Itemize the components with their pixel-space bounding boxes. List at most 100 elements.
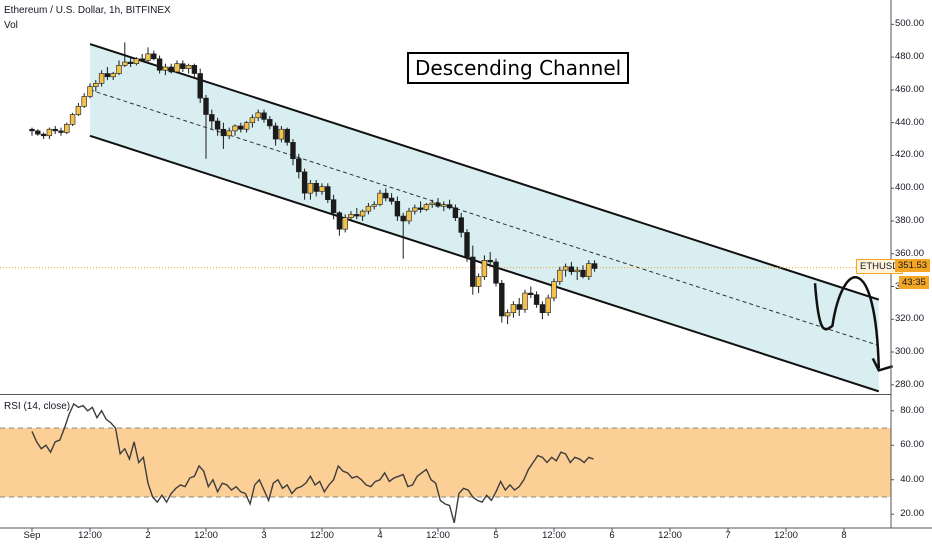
candle: [255, 109, 261, 122]
candle-body: [458, 217, 464, 233]
candle-body: [81, 96, 87, 107]
candle-body: [365, 205, 372, 212]
candle-body: [296, 158, 302, 173]
time-tick-label: 12:00: [310, 530, 334, 541]
candle: [574, 266, 580, 280]
candle-body: [510, 304, 517, 314]
candle-body: [64, 124, 70, 133]
candle: [458, 212, 464, 238]
candle: [209, 109, 215, 130]
rsi-label[interactable]: RSI (14, close): [4, 401, 71, 412]
candle-body: [371, 204, 377, 207]
candle: [232, 124, 238, 136]
candle: [278, 125, 285, 143]
candle-body: [185, 65, 192, 69]
candle: [69, 112, 76, 126]
candle: [533, 291, 540, 308]
candle-body: [522, 292, 528, 310]
candle-body: [46, 128, 53, 137]
candle: [481, 255, 488, 280]
candle: [371, 201, 377, 210]
candle: [591, 260, 598, 272]
candle-body: [429, 202, 435, 205]
symbol-title[interactable]: Ethereum / U.S. Dollar, 1h, BITFINEX: [4, 5, 171, 16]
candle-body: [400, 215, 406, 222]
candle: [180, 60, 186, 72]
candle-body: [75, 105, 82, 115]
candle: [475, 273, 482, 294]
candle-body: [58, 130, 64, 133]
candle: [586, 260, 592, 280]
annotation-title: Descending Channel: [415, 56, 622, 80]
candle: [400, 212, 406, 259]
candle: [516, 297, 522, 316]
candle: [174, 60, 180, 74]
candle-body: [87, 86, 93, 97]
price-tick-label: 400.00: [894, 182, 924, 194]
candle-body: [122, 61, 128, 66]
candle-body: [475, 276, 482, 287]
candle-body: [313, 182, 319, 192]
descending-channel-annotation[interactable]: Descending Channel: [407, 52, 630, 84]
candle: [29, 127, 35, 136]
candle: [214, 117, 221, 136]
price-tick-label: 480.00: [894, 51, 924, 63]
channel-mid-line: [89, 89, 879, 346]
candle: [464, 229, 470, 262]
candle: [557, 266, 563, 285]
candle: [267, 116, 273, 130]
candle-body: [528, 292, 534, 296]
candle-body: [174, 63, 180, 73]
candle: [75, 103, 82, 117]
candle-body: [516, 304, 522, 310]
descending-channel: [0, 43, 893, 393]
candle: [296, 153, 302, 179]
candle: [243, 121, 250, 133]
candle-body: [539, 304, 546, 314]
candle: [301, 168, 308, 200]
rsi-tick-label: 20.00: [900, 508, 924, 520]
candle: [551, 278, 557, 302]
candle-body: [348, 214, 354, 219]
time-tick-label: 7: [725, 530, 731, 541]
candle: [249, 114, 256, 128]
candle-body: [354, 214, 360, 217]
candle-body: [533, 294, 540, 305]
candle-body: [203, 97, 209, 115]
candle-body: [69, 114, 76, 125]
candle: [539, 301, 546, 320]
candle-body: [441, 204, 447, 207]
candle: [412, 204, 418, 215]
candle-body: [481, 259, 488, 277]
time-tick-label: 6: [609, 530, 615, 541]
candle-body: [151, 53, 157, 60]
candle: [58, 127, 64, 136]
candle: [446, 199, 453, 210]
candle: [510, 301, 517, 318]
candle: [487, 252, 493, 267]
candle-body: [267, 119, 273, 127]
volume-label[interactable]: Vol: [4, 20, 18, 31]
candle-body: [301, 171, 308, 194]
candle-body: [162, 66, 169, 71]
candle-body: [116, 65, 122, 74]
candle: [40, 132, 47, 140]
candle: [452, 204, 459, 221]
candle-body: [499, 282, 505, 317]
candle: [226, 127, 232, 140]
candle: [98, 70, 105, 87]
channel-upper-line: [89, 43, 880, 301]
candle-body: [290, 142, 296, 160]
candle: [52, 125, 58, 135]
candle: [522, 289, 528, 313]
candle-body: [493, 261, 499, 284]
candle-body: [388, 197, 395, 202]
candle: [325, 183, 331, 203]
candle-body: [406, 210, 412, 222]
candle: [139, 53, 145, 63]
candle-body: [591, 263, 598, 269]
rsi-line: [31, 402, 594, 524]
candle-body: [168, 66, 174, 73]
candle-body: [574, 269, 580, 273]
